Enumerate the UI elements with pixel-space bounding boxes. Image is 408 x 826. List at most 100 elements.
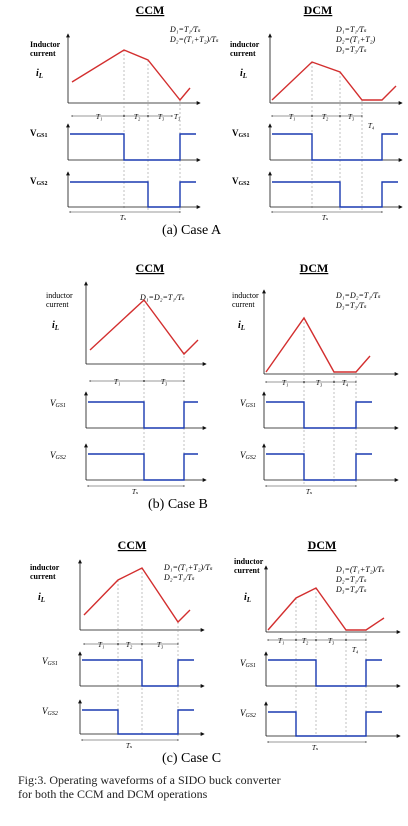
inductor-current-waveform xyxy=(71,49,191,102)
vgs2-label: VGS2 xyxy=(30,176,48,187)
vgs1-label: VGS1 xyxy=(232,128,250,139)
inductor-current-waveform xyxy=(89,298,199,356)
equation: D₁=(T₁+T₂)/Tₛ xyxy=(163,563,213,572)
caption-line-2: for both the CCM and DCM operations xyxy=(18,787,208,801)
interval-label: T₃ xyxy=(328,637,335,645)
equation: D₂=(T₁+T₂)/Tₛ xyxy=(169,35,219,44)
dcm-title: DCM xyxy=(304,3,333,17)
interval-label: T₁ xyxy=(282,379,288,387)
guide-lines xyxy=(303,318,357,484)
gate-signal-vgs1 xyxy=(70,133,196,161)
interval-label: T₃ xyxy=(348,113,355,121)
period-label: Tₛ xyxy=(126,742,133,750)
vgs1-label: VGS1 xyxy=(30,128,48,139)
ccm-title: CCM xyxy=(136,3,165,17)
period-label: Tₛ xyxy=(312,744,319,752)
case-label: (c) Case C xyxy=(162,751,221,766)
case-label: (b) Case B xyxy=(148,497,208,512)
interval-label: T₃ xyxy=(161,378,168,386)
equation: D₂=T₁/Tₛ xyxy=(163,573,195,582)
panel-case-b: CCM inductor current iL D₁=D₂=T₁/Tₛ T₁ T… xyxy=(46,261,399,512)
equation: D₂=(T₁+T₂) xyxy=(335,35,375,44)
y-label: current xyxy=(234,566,260,575)
equation: D₁=D₂=T₁/Tₛ xyxy=(139,293,185,302)
y-label: inductor xyxy=(234,557,264,566)
interval-label: T₃ xyxy=(174,113,181,121)
il-label: iL xyxy=(244,592,251,604)
inductor-current-waveform xyxy=(267,587,385,631)
gate-signal-vgs1 xyxy=(82,659,194,687)
vgs2-label: VGS2 xyxy=(240,708,256,719)
y-label: inductor xyxy=(30,563,60,572)
case-b-dcm: DCM inductor current iL D₁=D₂=T₁/Tₛ D₃=T… xyxy=(232,261,399,496)
interval-label: T₂ xyxy=(302,637,309,645)
vgs1-label: VGS1 xyxy=(240,658,256,669)
period-label: Tₛ xyxy=(322,214,329,222)
dcm-title: DCM xyxy=(300,261,329,275)
equation: D₁=T₁/Tₛ xyxy=(169,25,201,34)
waveform-figure: CCM Inductor current iL D₁=T₁/Tₛ D₂=(T₁+… xyxy=(30,3,403,766)
inductor-current-waveform xyxy=(265,316,371,373)
gate-signal-vgs2 xyxy=(272,181,398,208)
panel-case-c: CCM inductor current iL D₁=(T₁+T₂)/Tₛ D₂… xyxy=(30,538,401,766)
gate-signal-vgs1 xyxy=(88,401,198,429)
case-label: (a) Case A xyxy=(162,223,222,238)
interval-label: T₁ xyxy=(114,378,120,386)
y-label: current xyxy=(232,300,255,309)
dcm-title: DCM xyxy=(308,538,337,552)
gate-signal-vgs2 xyxy=(88,453,198,481)
interval-label: T₁ xyxy=(289,113,295,121)
il-label: iL xyxy=(238,320,245,332)
vgs2-label: VGS2 xyxy=(42,706,58,717)
inductor-current-waveform xyxy=(83,567,191,624)
equation: D₁=T₁/Tₛ xyxy=(335,25,367,34)
vgs2-label: VGS2 xyxy=(50,450,66,461)
equation: D₃=T₄/Tₛ xyxy=(335,585,367,594)
y-label: Inductor xyxy=(30,40,61,49)
interval-label: T₂ xyxy=(322,113,329,121)
interval-label: T₃ xyxy=(316,379,323,387)
y-label: current xyxy=(230,49,256,58)
figure-caption: Fig:3. Operating waveforms of a SIDO buc… xyxy=(18,773,400,801)
interval-label: T₁ xyxy=(98,641,104,649)
y-label: inductor xyxy=(46,291,73,300)
gate-signal-vgs2 xyxy=(266,453,372,481)
y-label: inductor xyxy=(232,291,259,300)
case-a-ccm: CCM Inductor current iL D₁=T₁/Tₛ D₂=(T₁+… xyxy=(30,3,219,222)
y-label: current xyxy=(30,572,56,581)
interval-label: T₁ xyxy=(96,113,102,121)
vgs1-label: VGS1 xyxy=(42,656,58,667)
interval-label: T₃ xyxy=(158,113,165,121)
gate-signal-vgs2 xyxy=(70,181,196,208)
inductor-current-waveform xyxy=(271,61,397,101)
panel-case-a: CCM Inductor current iL D₁=T₁/Tₛ D₂=(T₁+… xyxy=(30,3,403,238)
period-label: Tₛ xyxy=(132,488,139,496)
il-label: iL xyxy=(38,592,45,604)
case-c-ccm: CCM inductor current iL D₁=(T₁+T₂)/Tₛ D₂… xyxy=(30,538,213,750)
caption-line-1: Fig:3. Operating waveforms of a SIDO buc… xyxy=(18,773,281,787)
equation: D₃=T₃/Tₛ xyxy=(335,45,367,54)
guide-lines xyxy=(311,62,363,210)
ccm-title: CCM xyxy=(118,538,147,552)
guide-lines xyxy=(123,50,181,210)
vgs2-label: VGS2 xyxy=(240,450,256,461)
y-label: inductor xyxy=(230,40,260,49)
il-label: iL xyxy=(52,320,59,332)
interval-label: T₄ xyxy=(368,122,375,130)
gate-signal-vgs2 xyxy=(268,711,382,737)
case-c-dcm: DCM inductor current iL D₁=(T₁+T₂)/Tₛ D₂… xyxy=(234,538,401,752)
guide-lines xyxy=(117,568,179,736)
interval-label: T₄ xyxy=(352,646,359,654)
gate-signal-vgs1 xyxy=(266,401,372,429)
interval-label: T₂ xyxy=(126,641,133,649)
gate-signal-vgs2 xyxy=(82,709,194,735)
il-label: iL xyxy=(240,68,247,80)
case-b-ccm: CCM inductor current iL D₁=D₂=T₁/Tₛ T₁ T… xyxy=(46,261,207,496)
period-label: Tₛ xyxy=(120,214,127,222)
interval-label: T₄ xyxy=(342,379,349,387)
equation: D₁=(T₁+T₂)/Tₛ xyxy=(335,565,385,574)
il-label: iL xyxy=(36,68,43,80)
equation: D₂=T₁/Tₛ xyxy=(335,575,367,584)
period-label: Tₛ xyxy=(306,488,313,496)
equation: D₁=D₂=T₁/Tₛ xyxy=(335,291,381,300)
